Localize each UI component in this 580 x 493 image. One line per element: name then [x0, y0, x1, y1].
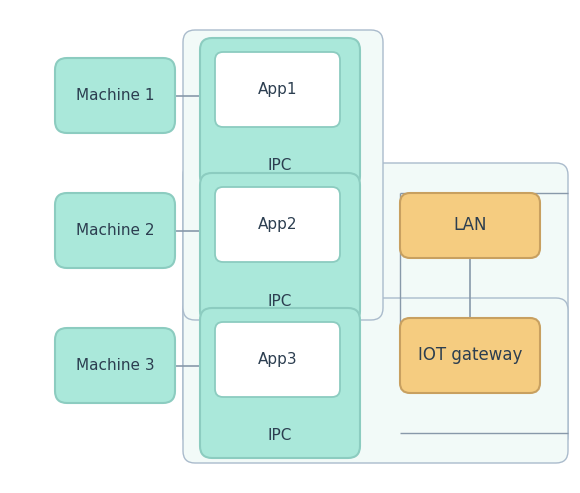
FancyBboxPatch shape [400, 193, 540, 258]
FancyBboxPatch shape [183, 163, 568, 448]
Text: App1: App1 [258, 82, 297, 97]
FancyBboxPatch shape [200, 38, 360, 188]
FancyBboxPatch shape [200, 173, 360, 323]
Text: LAN: LAN [453, 216, 487, 235]
FancyBboxPatch shape [215, 52, 340, 127]
FancyBboxPatch shape [183, 298, 568, 463]
Text: IPC: IPC [268, 428, 292, 444]
Text: IOT gateway: IOT gateway [418, 347, 522, 364]
Text: App2: App2 [258, 217, 297, 232]
FancyBboxPatch shape [215, 322, 340, 397]
FancyBboxPatch shape [215, 187, 340, 262]
Text: IPC: IPC [268, 159, 292, 174]
Text: Machine 3: Machine 3 [75, 358, 154, 373]
Text: Machine 2: Machine 2 [76, 223, 154, 238]
FancyBboxPatch shape [200, 308, 360, 458]
FancyBboxPatch shape [400, 318, 540, 393]
FancyBboxPatch shape [55, 193, 175, 268]
FancyBboxPatch shape [55, 58, 175, 133]
Text: App3: App3 [258, 352, 298, 367]
FancyBboxPatch shape [183, 30, 383, 320]
Text: IPC: IPC [268, 293, 292, 309]
FancyBboxPatch shape [55, 328, 175, 403]
Text: Machine 1: Machine 1 [76, 88, 154, 103]
